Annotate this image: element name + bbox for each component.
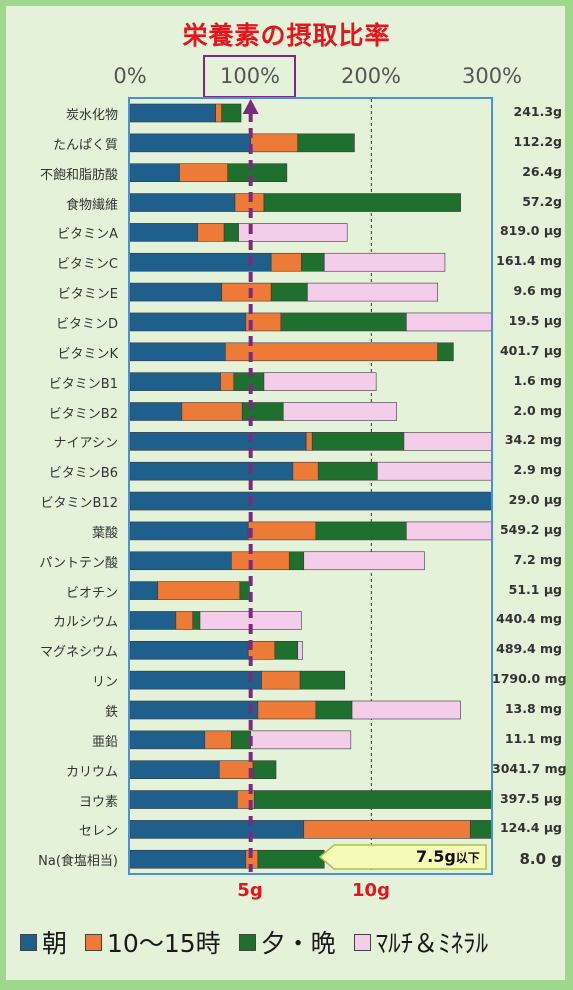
row-label: ビタミンK [57, 346, 118, 362]
row-label: ビタミンE [57, 287, 118, 303]
bar-segment [307, 282, 439, 302]
row-label: ビタミンC [56, 257, 118, 273]
row-label: たんぱく質 [52, 137, 118, 153]
row-label: リン [91, 675, 118, 691]
bar-segment [239, 581, 250, 600]
row-label: 炭水化物 [65, 108, 118, 123]
row-label: ナイアシン [53, 436, 118, 452]
bottom-tick-10g: 10g [352, 880, 390, 901]
reference-arrow [242, 99, 259, 114]
legend-label: ﾏﾙﾁ＆ﾐﾈﾗﾙ [375, 929, 489, 958]
row-amount: 2.0 mg [513, 402, 562, 418]
row-amount: 819.0 μg [499, 223, 562, 239]
row-label: ビタミンB2 [48, 406, 118, 422]
bar-segment [297, 133, 355, 153]
row-amount: 549.2 μg [499, 521, 562, 537]
bar-segment [303, 551, 425, 571]
row-label: 葉酸 [91, 525, 118, 541]
chart-title: 栄養素の摂取比率 [182, 21, 391, 50]
row-label: ビタミンA [57, 227, 118, 243]
row-label: カルシウム [52, 615, 118, 631]
row-amount: 124.4 μg [499, 820, 562, 836]
row-amount: 241.3g [513, 104, 563, 119]
row-amount: 8.0 g [519, 850, 562, 869]
legend-label: 夕・晩 [260, 929, 336, 958]
row-label: カリウム [65, 764, 118, 780]
legend-item: 夕・晩 [238, 924, 336, 960]
bar-segment [252, 760, 277, 780]
row-label: ビタミンD [55, 316, 118, 332]
legend-swatch [20, 933, 37, 951]
row-label: セレン [78, 824, 118, 840]
row-amount: 1.6 mg [513, 372, 562, 388]
row-label: パントテン酸 [39, 555, 118, 571]
row-amount: 3041.7 mg [492, 760, 567, 776]
bar-segment [299, 670, 346, 690]
row-amount: 34.2 mg [504, 432, 562, 448]
bar-segment [263, 193, 461, 212]
row-amount: 13.8 mg [504, 701, 562, 716]
row-amount: 26.4g [522, 163, 562, 179]
row-label: Na(食塩相当) [38, 854, 118, 870]
row-label: マグネシウム [39, 645, 118, 661]
row-amount: 11.1 mg [504, 730, 562, 746]
row-amount: 19.5 μg [508, 312, 562, 328]
row-amount: 401.7 μg [499, 342, 562, 358]
legend-label: 朝 [42, 929, 68, 958]
row-label: ヨウ素 [78, 794, 118, 810]
row-amount: 112.2g [513, 133, 563, 149]
bar-segment [323, 252, 446, 272]
bar-segment [263, 372, 377, 391]
x-tick-100: 100% [219, 64, 281, 88]
row-amount: 2.9 mg [513, 462, 562, 478]
row-label: 鉄 [104, 705, 118, 720]
row-label: ビタミンB1 [48, 376, 118, 392]
row-amount: 161.4 mg [496, 253, 562, 269]
legend-label: 10～15時 [107, 929, 221, 958]
salt-limit-callout [318, 844, 487, 870]
legend-item: ﾏﾙﾁ＆ﾐﾈﾗﾙ [353, 924, 489, 960]
bar-segment [227, 163, 288, 182]
row-label: 食物繊維 [65, 197, 118, 213]
row-label: 亜鉛 [91, 734, 118, 750]
salt-limit-suffix: 以下 [455, 851, 480, 865]
bottom-tick-5g: 5g [237, 880, 263, 901]
row-amount: 51.1 μg [508, 581, 562, 597]
row-label: ビタミンB6 [48, 466, 118, 482]
bar-segment [297, 640, 303, 660]
x-tick-200: 200% [340, 64, 402, 88]
row-amount: 440.4 mg [496, 611, 562, 627]
row-label: ビタミンB12 [40, 496, 118, 512]
bar-segment [437, 342, 454, 362]
row-amount: 57.2g [522, 193, 562, 209]
row-amount: 397.5 μg [499, 790, 562, 806]
bar-segment [221, 103, 242, 123]
legend-swatch [353, 933, 371, 951]
legend-swatch [85, 933, 103, 951]
bar-segment [238, 223, 348, 242]
row-amount: 7.2 mg [513, 551, 562, 567]
legend-item: 10～15時 [85, 924, 221, 960]
bar-segment [282, 402, 397, 421]
salt-limit-value: 7.5g [416, 847, 456, 866]
row-amount: 9.6 mg [513, 283, 562, 299]
row-label: 不飽和脂肪酸 [39, 167, 118, 183]
row-label: ビオチン [65, 585, 118, 601]
legend-swatch [238, 933, 256, 951]
plot-frame [128, 97, 493, 875]
legend-item: 朝 [20, 924, 67, 960]
salt-limit-text: 7.5g以下 [416, 847, 480, 866]
row-amount: 29.0 μg [508, 492, 562, 508]
legend: 朝 10～15時 夕・晩 ﾏﾙﾁ＆ﾐﾈﾗﾙ [20, 922, 560, 962]
bar-segment [351, 700, 461, 720]
x-tick-300: 300% [461, 64, 523, 88]
row-amount: 1790.0 mg [492, 671, 567, 687]
x-tick-0: 0% [113, 64, 147, 88]
row-amount: 489.4 mg [496, 641, 562, 657]
